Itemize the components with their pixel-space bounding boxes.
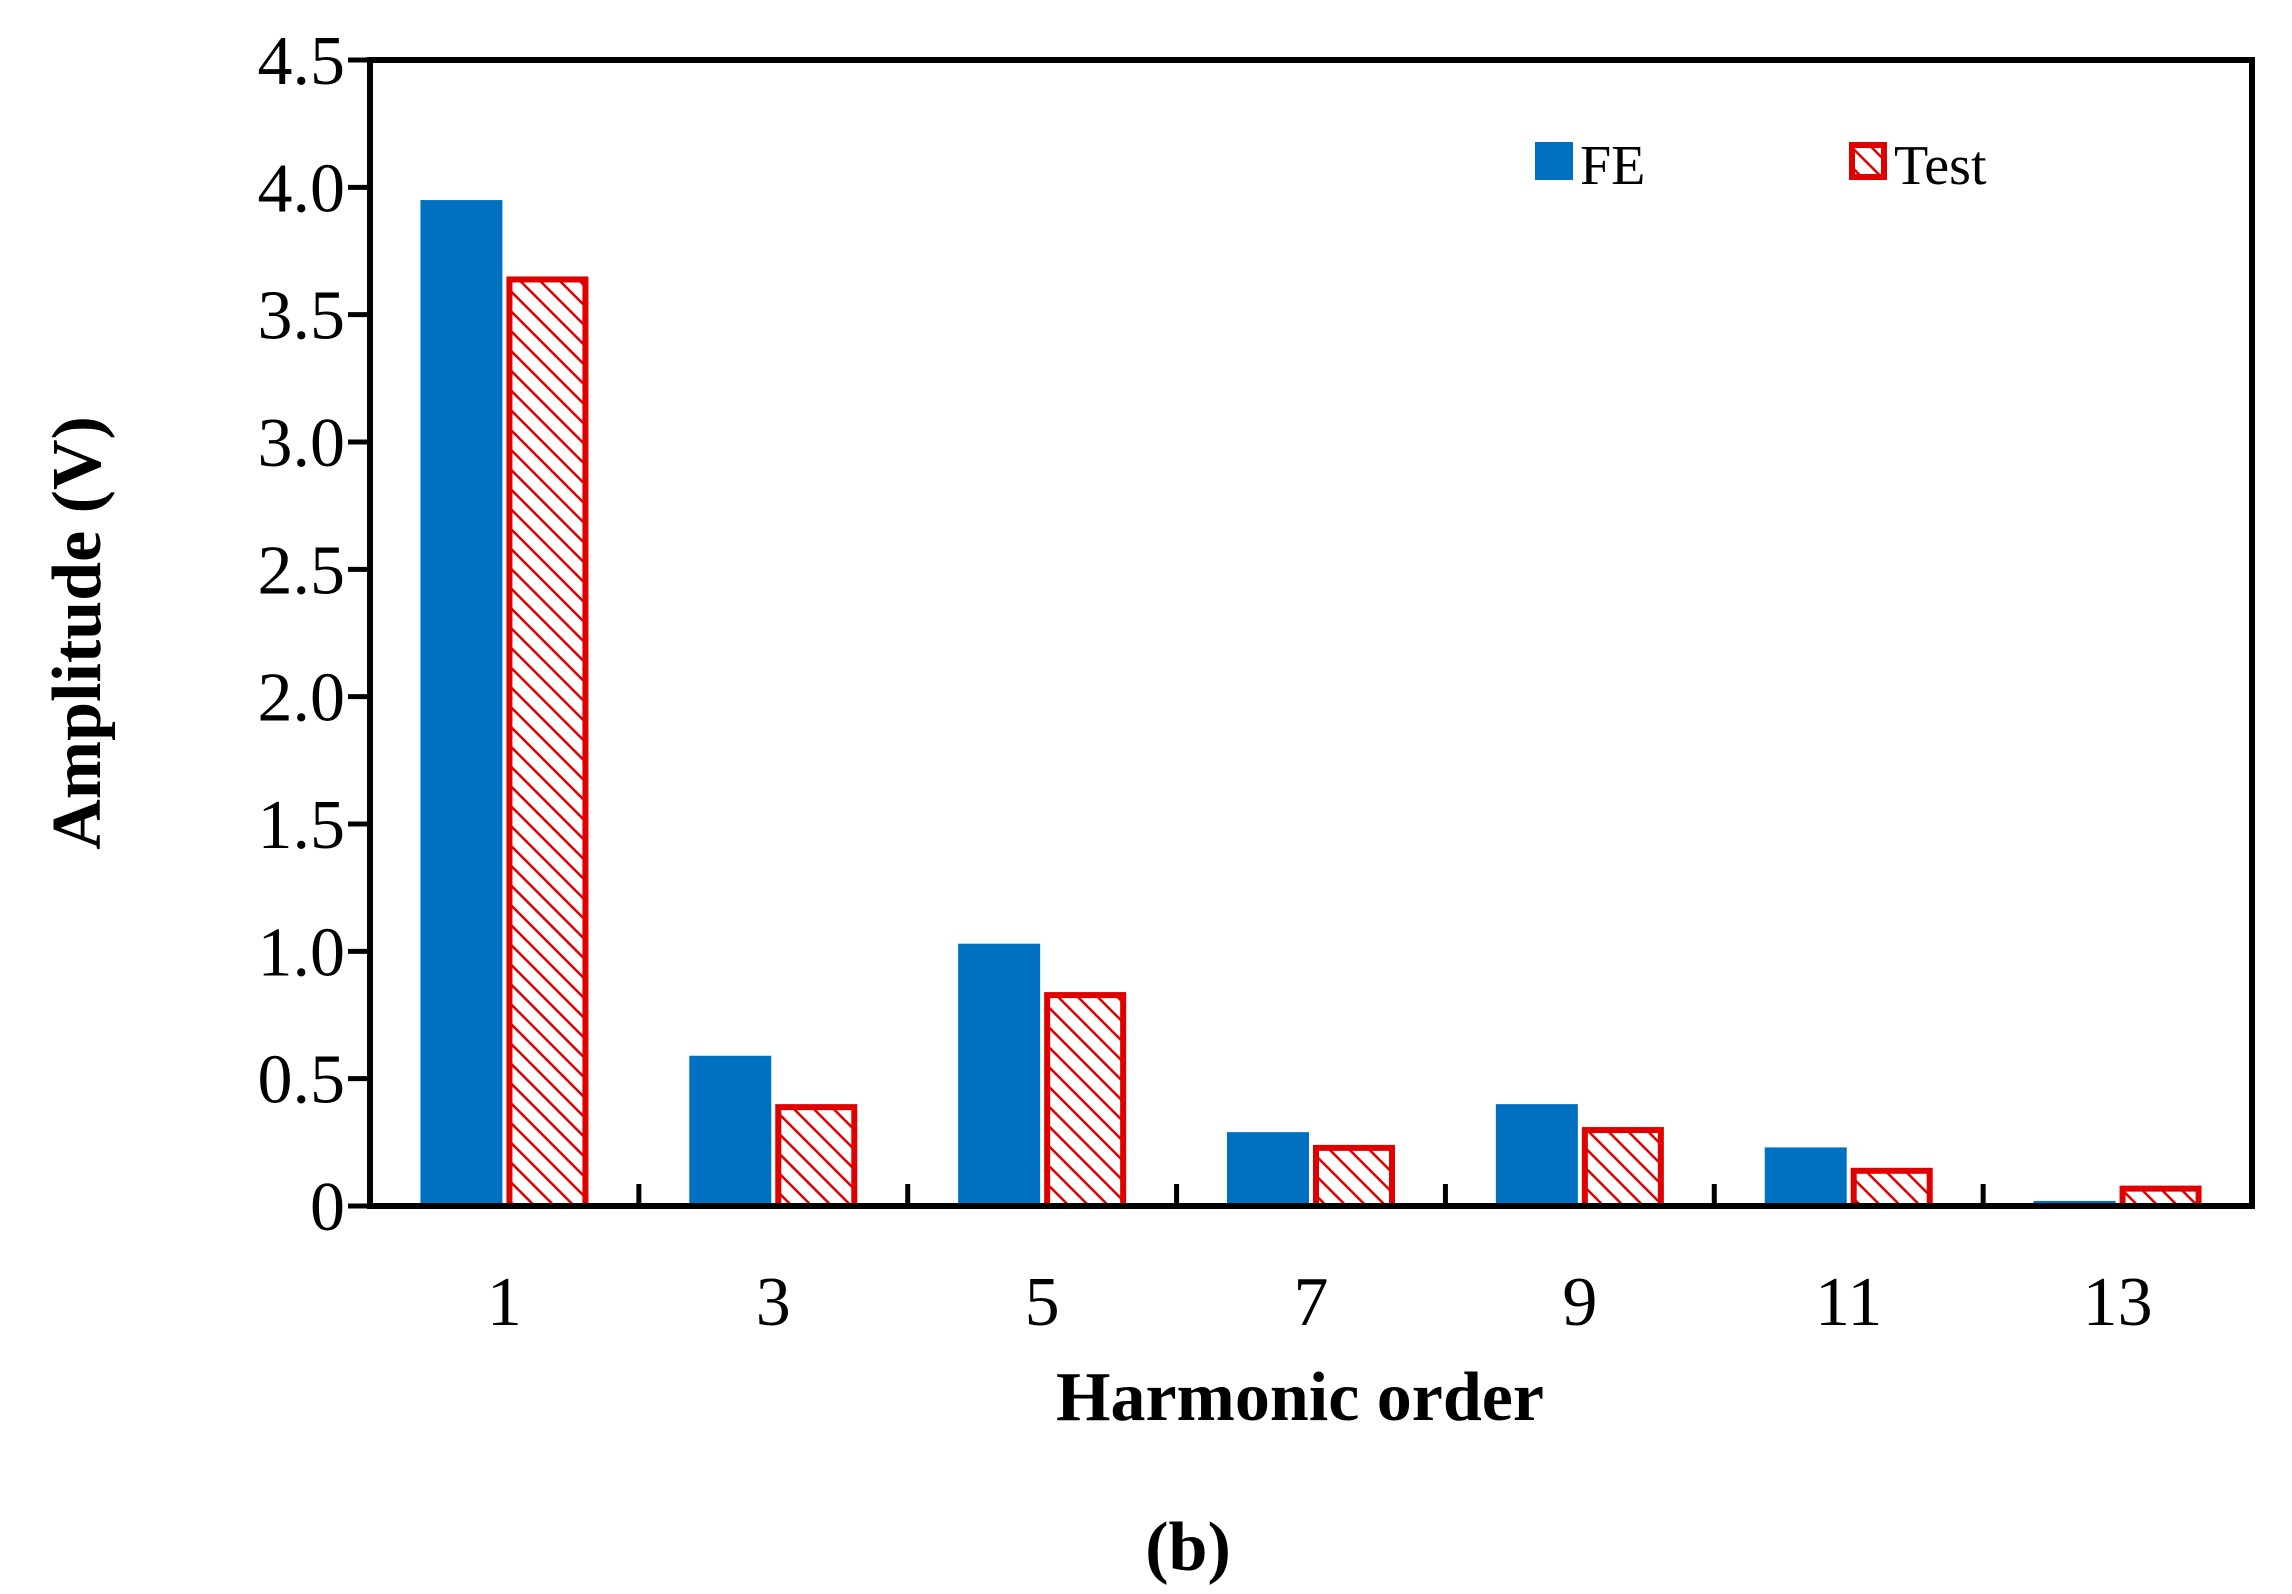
y-tick-label: 3.0 [258, 405, 346, 482]
panel-label: (b) [1145, 1509, 1231, 1586]
x-ticks-layer [636, 1184, 1986, 1206]
plot-area-frame [367, 57, 2255, 1209]
x-tick-label: 7 [1294, 1264, 1329, 1341]
y-tick-label: 4.0 [258, 150, 346, 227]
x-tick-labels: 1 3 5 7 9 11 13 [487, 1264, 2153, 1341]
x-tick-label: 1 [487, 1264, 522, 1341]
bar-fe-9 [1495, 1104, 1578, 1206]
y-ticks-layer [348, 57, 370, 1209]
bar-fe-7 [1227, 1132, 1309, 1206]
x-axis-title: Harmonic order [1056, 1359, 1544, 1436]
x-tick-label: 5 [1025, 1264, 1060, 1341]
y-tick-label: 0.5 [258, 1042, 346, 1119]
y-tick-label: 2.0 [258, 660, 346, 737]
legend-label-test: Test [1894, 135, 1987, 197]
x-tick-label: 9 [1562, 1264, 1597, 1341]
y-tick-label: 1.5 [258, 787, 346, 864]
y-tick-label: 2.5 [258, 532, 346, 609]
bar-fe-11 [1764, 1147, 1847, 1206]
bar-test-7 [1313, 1144, 1395, 1210]
legend: FE Test [1535, 135, 1987, 197]
legend-label-fe: FE [1580, 135, 1645, 197]
x-tick-label: 11 [1815, 1264, 1882, 1341]
bar-test-3 [775, 1104, 858, 1209]
bar-test-1 [506, 276, 589, 1209]
y-axis-title: Amplitude (V) [39, 416, 116, 850]
bar-test-9 [1581, 1127, 1664, 1210]
x-tick-label: 13 [2083, 1264, 2153, 1341]
bar-test-5 [1044, 992, 1127, 1210]
y-tick-label: 3.5 [258, 278, 346, 355]
bars-layer [420, 200, 2202, 1210]
bar-fe-3 [689, 1055, 772, 1206]
legend-swatch-test [1849, 142, 1887, 180]
y-tick-label: 0 [310, 1169, 345, 1246]
bar-fe-5 [958, 943, 1041, 1206]
y-tick-label: 1.0 [258, 914, 346, 991]
bar-fe-1 [420, 200, 503, 1207]
bar-test-11 [1850, 1167, 1933, 1210]
y-tick-labels: 0 0.5 1.0 1.5 2.0 2.5 3.0 3.5 4.0 4.5 [258, 23, 346, 1246]
legend-swatch-fe [1535, 142, 1573, 180]
y-tick-label: 4.5 [258, 23, 346, 100]
x-tick-label: 3 [756, 1264, 791, 1341]
